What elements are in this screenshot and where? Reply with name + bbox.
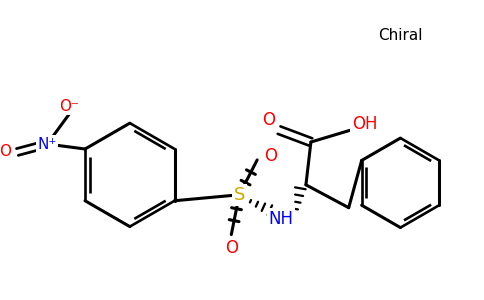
Text: S: S [234, 186, 245, 204]
Text: O: O [265, 147, 278, 165]
Text: O⁻: O⁻ [59, 99, 79, 114]
Text: O: O [263, 111, 275, 129]
Text: N⁺: N⁺ [38, 136, 57, 152]
Text: NH: NH [269, 210, 294, 228]
Text: O: O [0, 145, 12, 160]
Text: Chiral: Chiral [378, 28, 423, 43]
Text: OH: OH [352, 115, 378, 133]
Text: O: O [225, 239, 238, 257]
